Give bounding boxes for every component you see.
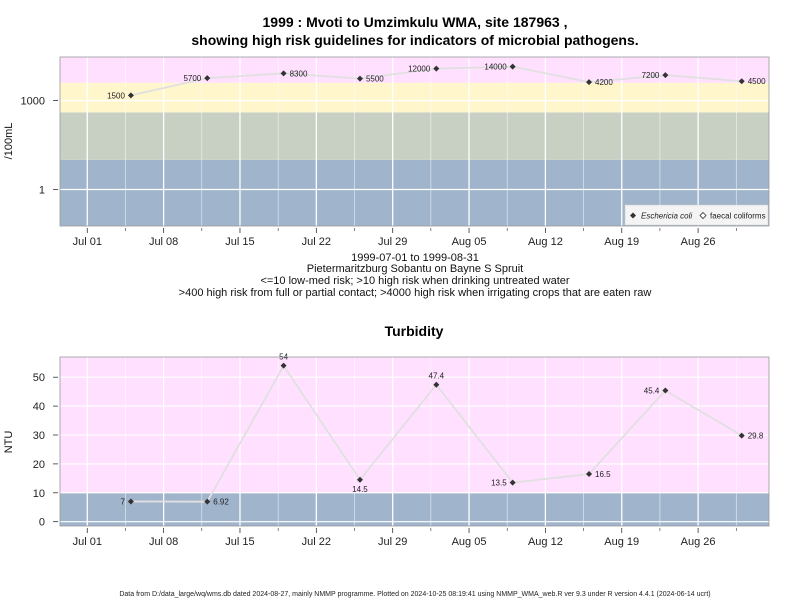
top-subtitle-guideline1: <=10 low-med risk; >10 high risk when dr… — [260, 275, 569, 287]
top-point-8 — [738, 78, 745, 85]
bottom-xtick-label-8: Aug 26 — [681, 536, 716, 548]
bottom-ytick-label-0: 0 — [39, 517, 45, 529]
footer-text: Data from D:/data_large/wq/wms.db dated … — [119, 591, 710, 598]
top-data-label-7: 7200 — [642, 71, 660, 80]
bottom-xtick-label-3: Jul 22 — [302, 536, 331, 548]
top-xtick-label-5: Aug 05 — [452, 236, 487, 248]
bottom-chart-title: Turbidity — [385, 323, 444, 339]
top-risk-band-2 — [60, 82, 769, 113]
bottom-plot-frame — [59, 356, 770, 527]
top-risk-band-3 — [60, 57, 769, 83]
bottom-point-7 — [662, 387, 669, 394]
bottom-y-axis-label: NTU — [3, 431, 15, 454]
bottom-xtick-label-6: Aug 12 — [528, 536, 563, 548]
top-ytick-label-1: 1000 — [21, 96, 45, 108]
bottom-data-label-7: 45.4 — [644, 387, 660, 396]
top-legend: Eschericia coli faecal coliforms — [624, 204, 769, 226]
bottom-ytick-label-3: 30 — [33, 430, 45, 442]
top-point-7 — [662, 72, 669, 79]
bottom-risk-band-0 — [60, 492, 769, 526]
top-subtitle-dates: 1999-07-01 to 1999-08-31 — [351, 252, 479, 264]
top-y-axis: 1 1000 — [21, 96, 58, 197]
bottom-ytick-label-4: 40 — [33, 401, 45, 413]
top-subtitle-guideline2: >400 high risk from full or partial cont… — [179, 287, 652, 299]
bottom-data-label-8: 29.8 — [748, 432, 764, 441]
top-data-label-0: 1500 — [107, 91, 125, 100]
legend-faecal-marker — [699, 211, 707, 220]
top-risk-band-1 — [60, 112, 769, 160]
top-point-4 — [433, 65, 440, 72]
bottom-data-label-1: 6.92 — [213, 498, 229, 507]
top-data-label-6: 4200 — [595, 78, 613, 87]
legend-ecoli-label: Eschericia coli — [641, 212, 692, 221]
bottom-xtick-label-7: Aug 19 — [604, 536, 639, 548]
bottom-point-5 — [509, 479, 516, 486]
top-risk-bands — [60, 57, 769, 226]
top-xtick-label-8: Aug 26 — [681, 236, 716, 248]
top-plot-area: 1500 5700 8300 5500 12000 14000 4200 7200 4500 E… — [59, 56, 770, 227]
top-chart-title-line2: showing high risk guidelines for indicat… — [191, 32, 638, 48]
top-xtick-label-6: Aug 12 — [528, 236, 563, 248]
bottom-risk-bands — [60, 357, 769, 526]
bottom-ytick-label-2: 20 — [33, 459, 45, 471]
bottom-data-label-0: 7 — [120, 497, 125, 506]
top-gridlines — [60, 57, 769, 226]
bottom-data-label-5: 13.5 — [491, 479, 507, 488]
top-data-label-5: 14000 — [484, 63, 507, 72]
bottom-risk-band-1 — [60, 357, 769, 493]
legend-faecal-label: faecal coliforms — [710, 212, 766, 221]
bottom-y-axis: 0 10 20 30 40 50 — [33, 372, 58, 529]
top-xtick-label-0: Jul 01 — [73, 236, 102, 248]
bottom-point-3 — [356, 476, 363, 483]
top-point-3 — [356, 75, 363, 82]
bottom-data-label-6: 16.5 — [595, 470, 611, 479]
top-xtick-label-3: Jul 22 — [302, 236, 331, 248]
top-data-label-4: 12000 — [408, 65, 431, 74]
legend-ecoli-marker — [630, 212, 636, 219]
bottom-point-2 — [280, 362, 287, 369]
top-ytick-label-0: 1 — [39, 185, 45, 197]
bottom-point-1 — [204, 498, 211, 505]
top-y-axis-label: /100mL — [3, 123, 15, 160]
top-plot-frame — [59, 56, 770, 227]
bottom-point-8 — [738, 432, 745, 439]
top-data-label-2: 8300 — [290, 69, 308, 78]
bottom-point-4 — [433, 381, 440, 388]
bottom-xtick-label-4: Jul 29 — [378, 536, 407, 548]
top-point-6 — [586, 79, 593, 86]
top-data-label-3: 5500 — [366, 75, 384, 84]
top-xtick-label-2: Jul 15 — [225, 236, 254, 248]
top-point-5 — [509, 63, 516, 70]
bottom-ytick-label-5: 50 — [33, 372, 45, 384]
bottom-point-0 — [127, 498, 134, 505]
bottom-data-label-3: 14.5 — [352, 485, 368, 494]
legend-box — [624, 204, 769, 226]
top-point-2 — [280, 70, 287, 77]
top-chart-title-line1: 1999 : Mvoti to Umzimkulu WMA, site 1879… — [263, 14, 568, 30]
bottom-xtick-label-2: Jul 15 — [225, 536, 254, 548]
top-x-axis: Jul 01 Jul 08 Jul 15 Jul 22 Jul 29 Aug 05 Aug … — [73, 228, 737, 248]
top-series-ecoli: 1500 5700 8300 5500 12000 14000 4200 7200 4500 — [107, 63, 766, 101]
top-xtick-label-7: Aug 19 — [604, 236, 639, 248]
top-xtick-label-1: Jul 08 — [149, 236, 178, 248]
bottom-gridlines — [60, 357, 769, 526]
bottom-xtick-label-1: Jul 08 — [149, 536, 178, 548]
bottom-point-6 — [586, 471, 593, 477]
top-data-label-8: 4500 — [748, 77, 766, 86]
top-xtick-label-4: Jul 29 — [378, 236, 407, 248]
bottom-xtick-label-0: Jul 01 — [73, 536, 102, 548]
bottom-data-label-4: 47.4 — [429, 372, 445, 381]
bottom-x-axis: Jul 01 Jul 08 Jul 15 Jul 22 Jul 29 Aug 05 Aug … — [73, 528, 737, 548]
top-subtitle-site: Pietermaritzburg Sobantu on Bayne S Spru… — [307, 263, 523, 275]
top-data-label-1: 5700 — [183, 74, 201, 83]
bottom-xtick-label-5: Aug 05 — [452, 536, 487, 548]
bottom-ytick-label-1: 10 — [33, 488, 45, 500]
top-point-1 — [204, 75, 211, 82]
top-point-0 — [127, 92, 134, 99]
